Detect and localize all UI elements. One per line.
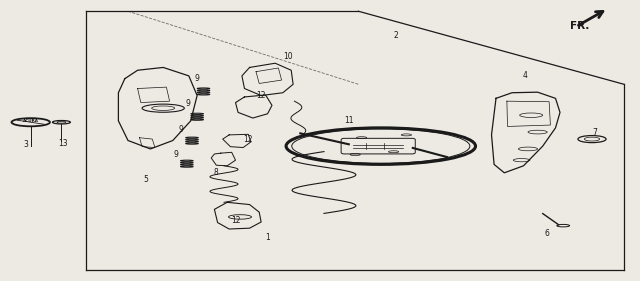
Text: 10: 10: [283, 52, 293, 61]
Text: 9: 9: [195, 74, 200, 83]
Text: 1: 1: [265, 233, 270, 242]
Text: 12: 12: [231, 216, 240, 225]
Text: 13: 13: [58, 139, 68, 148]
Ellipse shape: [52, 121, 70, 124]
Text: 8: 8: [214, 168, 219, 177]
Text: 2: 2: [393, 31, 398, 40]
Text: 9: 9: [179, 125, 184, 134]
Ellipse shape: [142, 104, 184, 112]
Text: 5: 5: [143, 175, 148, 184]
Text: 7: 7: [593, 128, 598, 137]
Text: 12: 12: [244, 135, 253, 144]
Text: 12: 12: [257, 91, 266, 100]
Text: 11: 11: [344, 116, 353, 125]
FancyBboxPatch shape: [341, 138, 415, 154]
Text: FR.: FR.: [570, 21, 589, 31]
Text: 4: 4: [522, 71, 527, 80]
Text: 3: 3: [23, 140, 28, 149]
Ellipse shape: [12, 118, 50, 126]
Ellipse shape: [578, 135, 606, 143]
Text: 9: 9: [186, 99, 191, 108]
Text: 6: 6: [545, 229, 550, 238]
Text: 9: 9: [173, 150, 179, 159]
Text: ACURA: ACURA: [23, 119, 38, 123]
